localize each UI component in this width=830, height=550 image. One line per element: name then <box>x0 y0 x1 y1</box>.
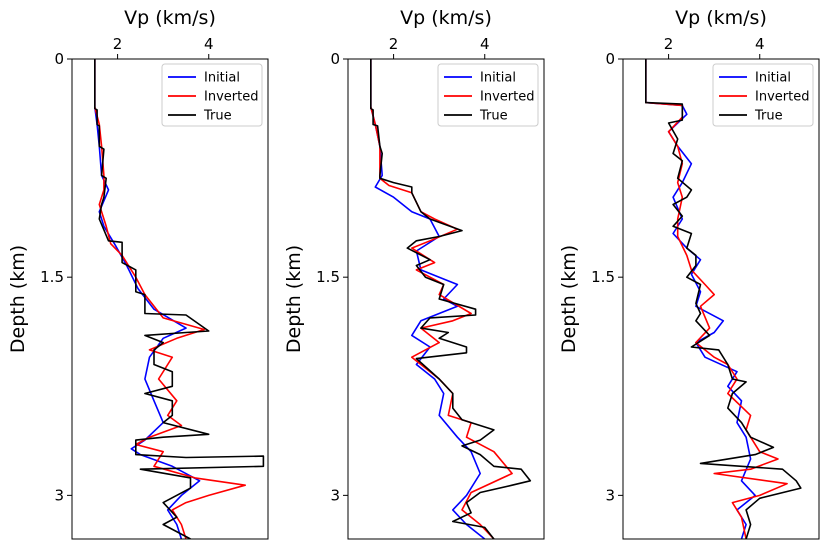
chart-3-ylabel: Depth (km) <box>558 245 580 353</box>
chart-1-legend: Initial Inverted True <box>161 63 263 127</box>
chart-1-xtick-label-4: 4 <box>204 35 214 53</box>
chart-2-panel: 2 4 Vp (km/s) 0 1.5 3 Depth (km) Initial Inverte… <box>283 7 545 540</box>
chart-2-ytick-label-3: 3 <box>330 486 340 504</box>
chart-3-series-true <box>645 59 802 539</box>
chart-1-ytick-label-1.5: 1.5 <box>40 268 64 286</box>
chart-3-panel: 2 4 Vp (km/s) 0 1.5 3 Depth (km) Initial Inverte… <box>558 7 820 540</box>
chart-2-series-inverted <box>370 59 513 539</box>
chart-3-ytick-label-1.5: 1.5 <box>591 268 615 286</box>
chart-3-axes-frame <box>622 58 820 540</box>
chart-3-ytick-label-0: 0 <box>605 50 615 68</box>
chart-3-legend-label-initial: Initial <box>755 71 791 86</box>
chart-1-ytick-label-0: 0 <box>54 50 64 68</box>
chart-2-axes-frame <box>347 58 545 540</box>
chart-1-series-group <box>94 59 265 539</box>
chart-3-legend-label-inverted: Inverted <box>755 90 809 105</box>
chart-3-xlabel: Vp (km/s) <box>675 7 767 29</box>
chart-2-legend-label-inverted: Inverted <box>480 90 534 105</box>
chart-3-series-initial <box>645 59 756 539</box>
chart-3-series-group <box>645 59 802 539</box>
chart-1-xlabel: Vp (km/s) <box>124 7 216 29</box>
chart-2-series-initial <box>370 59 486 539</box>
chart-1-axes-frame <box>71 58 269 540</box>
chart-2-legend-label-true: True <box>479 109 508 124</box>
chart-2-legend: Initial Inverted True <box>437 63 539 127</box>
chart-1-ylabel: Depth (km) <box>7 245 29 353</box>
chart-3-legend-label-true: True <box>754 109 783 124</box>
chart-2-legend-box <box>437 63 539 127</box>
chart-2-series-true <box>370 59 532 539</box>
chart-1-legend-label-initial: Initial <box>204 71 240 86</box>
chart-3-xtick-label-2: 2 <box>664 35 674 53</box>
chart-2-legend-label-initial: Initial <box>480 71 516 86</box>
chart-1-series-inverted <box>94 59 246 539</box>
chart-2-xtick-label-4: 4 <box>480 35 490 53</box>
chart-1-legend-label-true: True <box>203 109 232 124</box>
chart-1-legend-label-inverted: Inverted <box>204 90 258 105</box>
chart-2-ytick-label-0: 0 <box>330 50 340 68</box>
chart-2-series-group <box>370 59 532 539</box>
chart-1-ytick-label-3: 3 <box>54 486 64 504</box>
chart-2-xtick-label-2: 2 <box>389 35 399 53</box>
chart-3-ytick-label-3: 3 <box>605 486 615 504</box>
chart-3-series-inverted <box>645 59 788 539</box>
chart-1-legend-box <box>161 63 263 127</box>
chart-1-series-true <box>94 59 265 539</box>
chart-1-xtick-label-2: 2 <box>113 35 123 53</box>
chart-1-panel: 2 4 Vp (km/s) 0 1.5 3 Depth (km) Initial Inverte… <box>7 7 269 540</box>
chart-2-ytick-label-1.5: 1.5 <box>316 268 340 286</box>
chart-1-series-initial <box>94 59 201 539</box>
chart-3-xtick-label-4: 4 <box>755 35 765 53</box>
chart-3-legend-box <box>712 63 814 127</box>
chart-2-xlabel: Vp (km/s) <box>400 7 492 29</box>
chart-2-ylabel: Depth (km) <box>283 245 305 353</box>
chart-3-legend: Initial Inverted True <box>712 63 814 127</box>
